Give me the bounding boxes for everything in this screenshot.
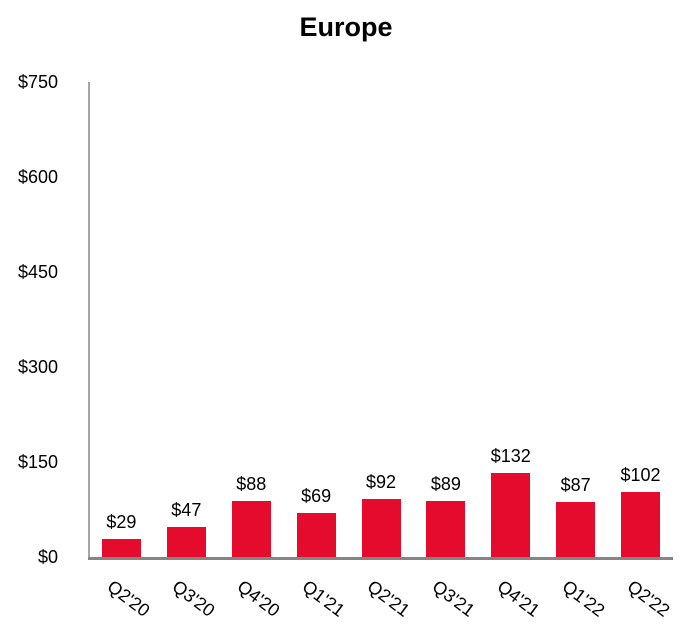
y-tick-label: $150: [17, 452, 58, 472]
bar: [491, 473, 531, 557]
bar-value-label: $89: [430, 474, 461, 494]
bar: [556, 502, 596, 557]
bar-value-label: $29: [106, 512, 137, 532]
bar: [361, 499, 401, 557]
x-tick-label: Q3'21: [428, 576, 479, 621]
x-tick-label: Q4'21: [493, 576, 544, 621]
x-tick-label: Q2'21: [363, 576, 414, 621]
x-tick-label: Q2'20: [104, 576, 154, 621]
x-tick-label: Q3'20: [168, 576, 219, 621]
y-tick-label: $750: [17, 72, 58, 92]
y-axis-line: [88, 82, 90, 559]
bar: [296, 513, 336, 557]
x-tick-label: Q1'22: [558, 576, 609, 621]
bar-value-label: $88: [236, 474, 267, 494]
x-tick-label: Q2'22: [623, 576, 674, 621]
y-tick-label: $450: [17, 262, 58, 282]
bar-value-label: $102: [620, 465, 661, 485]
bar-value-label: $69: [301, 486, 332, 506]
x-tick-label: Q4'20: [233, 576, 284, 621]
y-tick-label: $600: [17, 167, 58, 187]
x-tick-label: Q1'21: [298, 576, 349, 621]
y-tick-label: $300: [17, 357, 58, 377]
bar: [101, 539, 141, 557]
bar: [231, 501, 271, 557]
bar-value-label: $87: [560, 475, 591, 495]
bar-value-label: $47: [171, 500, 202, 520]
bar-value-label: $132: [490, 446, 531, 466]
bar: [166, 527, 206, 557]
chart-title: Europe: [299, 12, 393, 42]
x-axis-line: [88, 556, 673, 560]
bar: [426, 501, 466, 557]
bar: [621, 492, 661, 557]
bar-value-label: $92: [365, 472, 397, 492]
y-tick-label: $0: [37, 547, 58, 567]
